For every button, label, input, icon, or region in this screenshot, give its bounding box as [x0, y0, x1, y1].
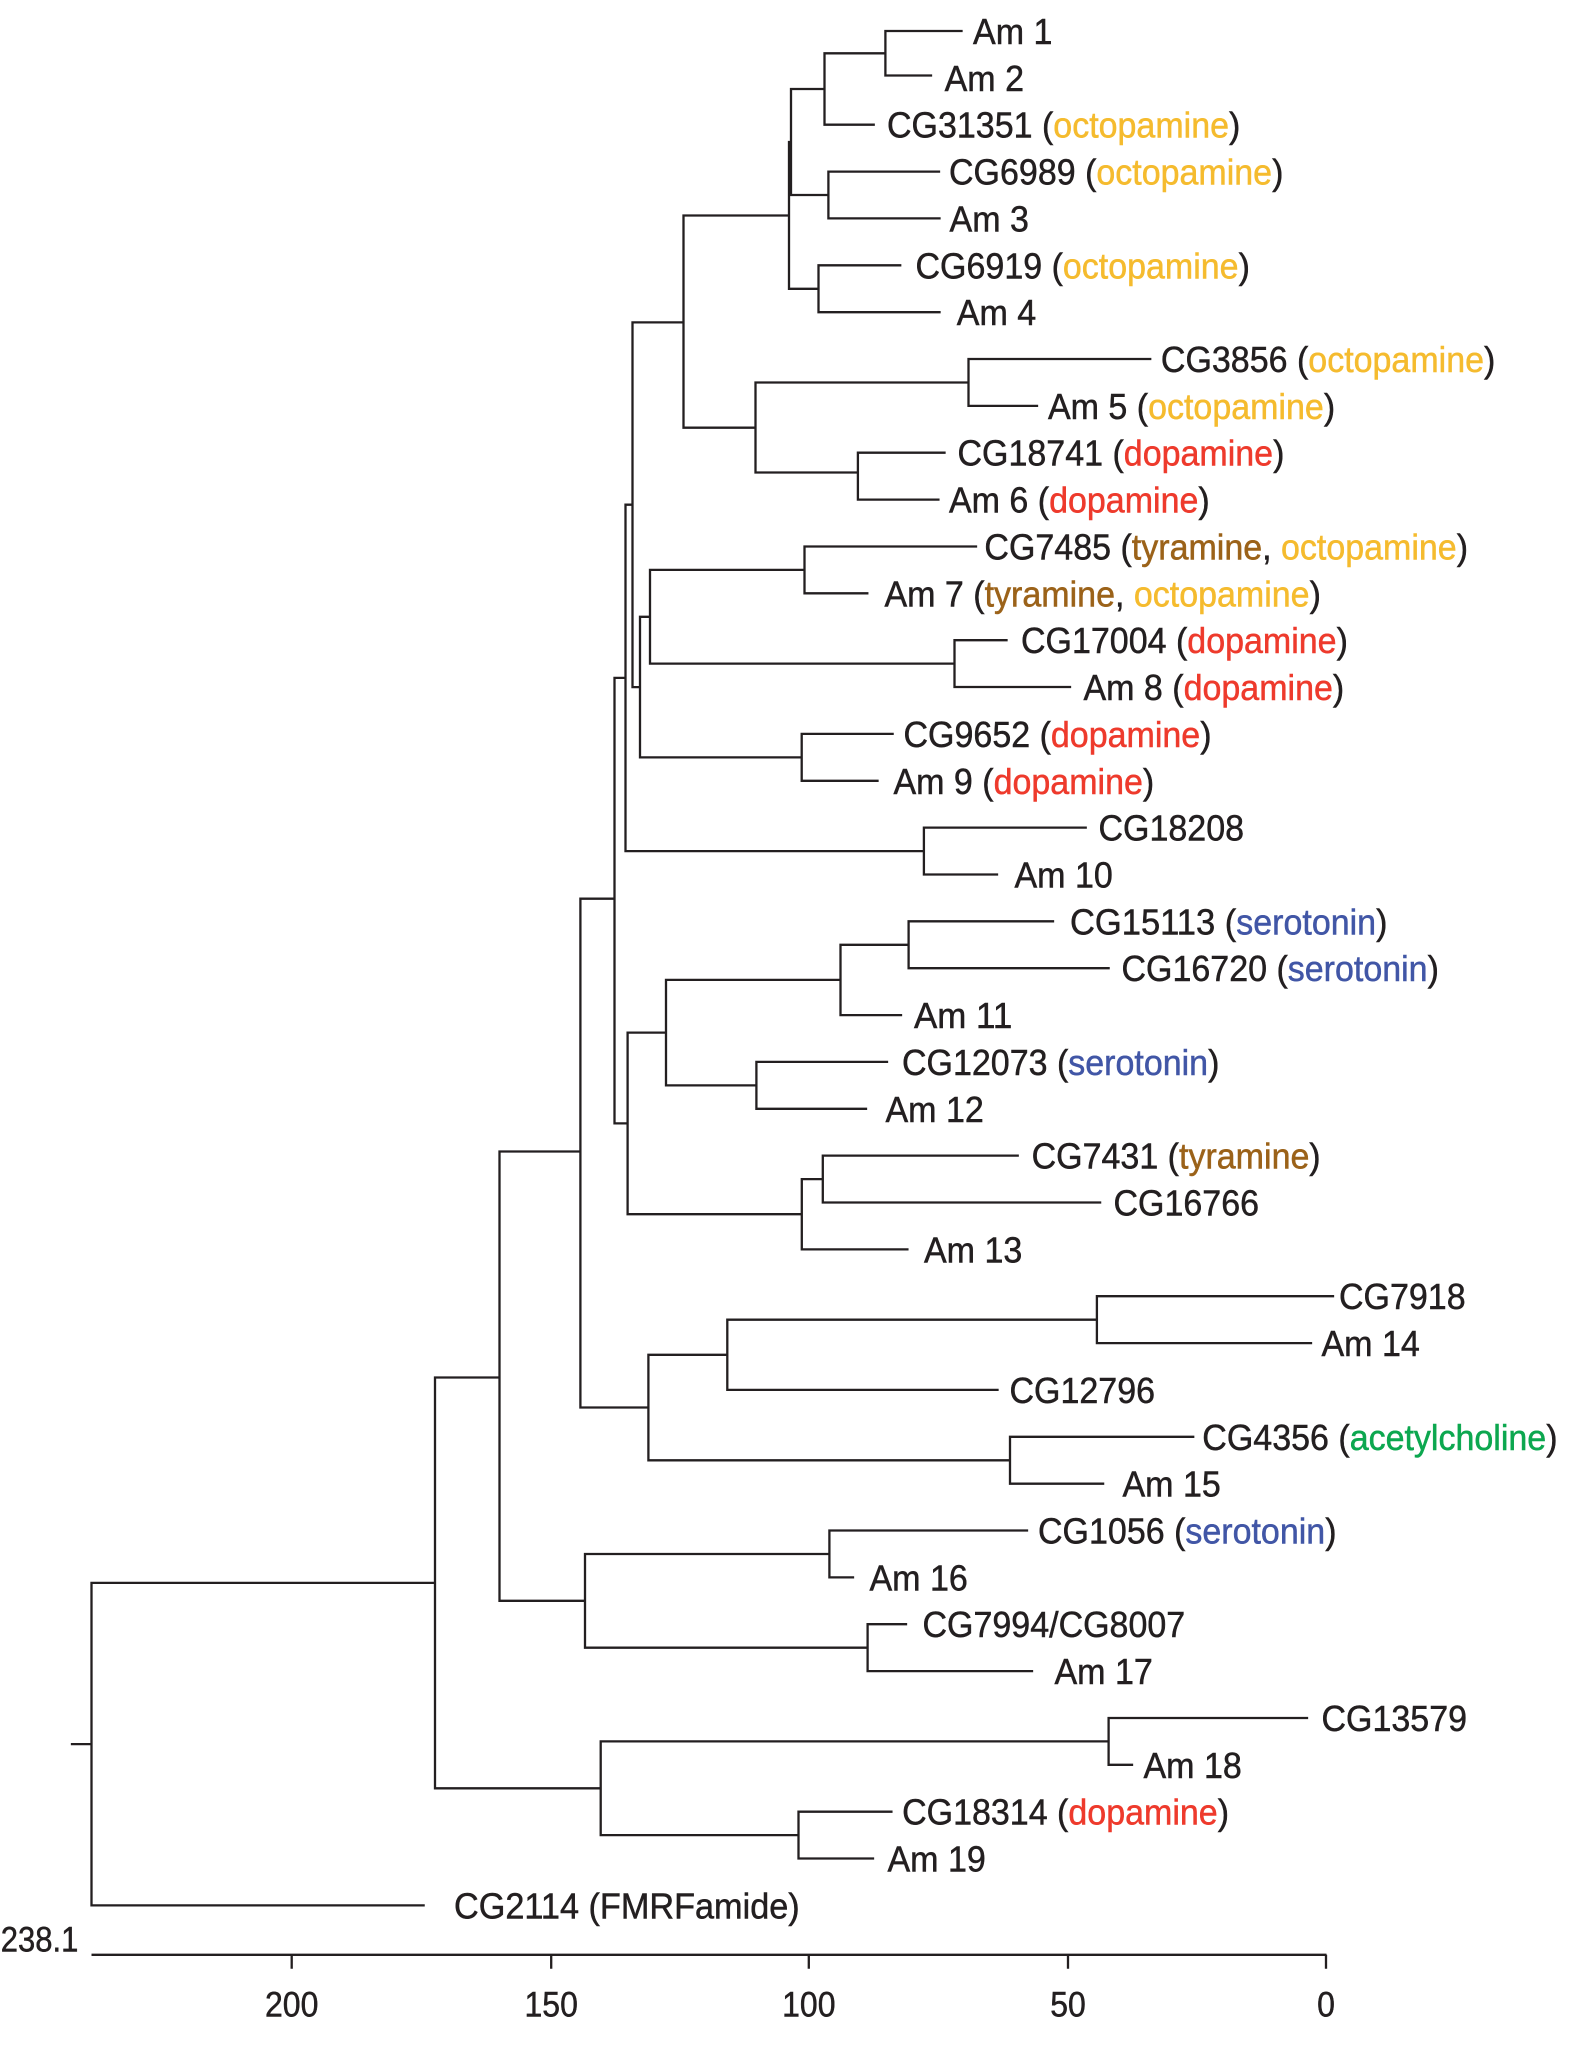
svg-text:100: 100	[782, 1985, 835, 2024]
svg-text:Am 7 (: Am 7 (	[885, 573, 985, 614]
svg-text:Am 2: Am 2	[945, 58, 1024, 99]
svg-text:acetylcholine: acetylcholine	[1350, 1417, 1547, 1458]
svg-text:octopamine: octopamine	[1053, 105, 1229, 146]
svg-text:200: 200	[265, 1985, 318, 2024]
svg-text:serotonin: serotonin	[1288, 948, 1428, 989]
svg-text:0: 0	[1317, 1985, 1335, 2024]
svg-text:serotonin: serotonin	[1185, 1511, 1325, 1552]
svg-text:): )	[1376, 901, 1387, 942]
svg-text:): )	[1325, 1511, 1336, 1552]
svg-text:Am 15: Am 15	[1123, 1464, 1221, 1505]
svg-text:): )	[1484, 339, 1495, 380]
svg-text:CG6919 (: CG6919 (	[916, 245, 1063, 286]
svg-text:tyramine: tyramine	[985, 573, 1115, 614]
svg-text:CG2114 (FMRFamide): CG2114 (FMRFamide)	[454, 1885, 800, 1926]
svg-text:): )	[1208, 1042, 1219, 1083]
svg-text:): )	[1218, 1792, 1229, 1833]
svg-text:): )	[1229, 105, 1240, 146]
svg-text:): )	[1239, 245, 1250, 286]
svg-text:150: 150	[525, 1985, 578, 2024]
svg-text:CG31351 (: CG31351 (	[887, 105, 1053, 146]
svg-text:CG18208: CG18208	[1099, 808, 1245, 849]
svg-text:CG18314 (: CG18314 (	[902, 1792, 1068, 1833]
svg-text:CG7485 (: CG7485 (	[984, 527, 1131, 568]
svg-text:CG9652 (: CG9652 (	[904, 714, 1051, 755]
svg-text:Am 8 (: Am 8 (	[1084, 667, 1184, 708]
svg-text:Am 19: Am 19	[888, 1839, 986, 1880]
svg-text:): )	[1198, 480, 1209, 521]
svg-text:Am 16: Am 16	[870, 1557, 968, 1598]
svg-text:dopamine: dopamine	[1184, 667, 1333, 708]
svg-text:Am 9 (: Am 9 (	[894, 761, 994, 802]
svg-text:octopamine: octopamine	[1148, 386, 1324, 427]
svg-text:CG4356 (: CG4356 (	[1202, 1417, 1349, 1458]
svg-text:octopamine: octopamine	[1134, 573, 1310, 614]
svg-text:CG3856 (: CG3856 (	[1161, 339, 1308, 380]
svg-text:tyramine: tyramine	[1179, 1136, 1309, 1177]
svg-text:CG16766: CG16766	[1114, 1183, 1260, 1224]
svg-text:Am 10: Am 10	[1015, 855, 1113, 896]
svg-text:CG17004 (: CG17004 (	[1021, 620, 1187, 661]
svg-text:CG12073 (: CG12073 (	[902, 1042, 1068, 1083]
svg-text:dopamine: dopamine	[1051, 714, 1200, 755]
svg-text:dopamine: dopamine	[1124, 433, 1273, 474]
svg-text:): )	[1200, 714, 1211, 755]
svg-text:): )	[1457, 527, 1468, 568]
svg-text:octopamine: octopamine	[1281, 527, 1457, 568]
svg-text:CG7918: CG7918	[1339, 1276, 1466, 1317]
svg-text:Am 17: Am 17	[1055, 1651, 1153, 1692]
svg-text:): )	[1272, 152, 1283, 193]
svg-text:octopamine: octopamine	[1096, 152, 1272, 193]
svg-text:238.1: 238.1	[1, 1920, 79, 1959]
svg-text:): )	[1428, 948, 1439, 989]
svg-text:Am 4: Am 4	[957, 292, 1036, 333]
svg-text:Am 5 (: Am 5 (	[1048, 386, 1148, 427]
svg-text:CG15113 (: CG15113 (	[1070, 901, 1236, 942]
svg-text:serotonin: serotonin	[1236, 901, 1376, 942]
svg-text:octopamine: octopamine	[1308, 339, 1484, 380]
svg-text:): )	[1324, 386, 1335, 427]
svg-text:CG1056 (: CG1056 (	[1038, 1511, 1185, 1552]
svg-text:CG16720 (: CG16720 (	[1122, 948, 1288, 989]
svg-text:Am 14: Am 14	[1322, 1323, 1420, 1364]
svg-text:dopamine: dopamine	[1187, 620, 1336, 661]
svg-text:Am 13: Am 13	[924, 1229, 1022, 1270]
svg-text:dopamine: dopamine	[994, 761, 1143, 802]
svg-text:octopamine: octopamine	[1063, 245, 1239, 286]
svg-text:CG7431 (: CG7431 (	[1032, 1136, 1179, 1177]
svg-text:50: 50	[1050, 1985, 1086, 2024]
svg-text:CG13579: CG13579	[1322, 1698, 1468, 1739]
svg-text:CG6989 (: CG6989 (	[949, 152, 1096, 193]
svg-text:Am 18: Am 18	[1144, 1745, 1242, 1786]
svg-text:dopamine: dopamine	[1068, 1792, 1217, 1833]
svg-text:): )	[1546, 1417, 1557, 1458]
svg-text:CG12796: CG12796	[1010, 1370, 1156, 1411]
svg-text:Am 12: Am 12	[886, 1089, 984, 1130]
svg-text:CG7994/CG8007: CG7994/CG8007	[923, 1604, 1186, 1645]
svg-text:tyramine: tyramine	[1132, 527, 1262, 568]
svg-text:CG18741 (: CG18741 (	[958, 433, 1124, 474]
svg-text:,: ,	[1262, 527, 1272, 568]
svg-text:): )	[1337, 620, 1348, 661]
svg-text:serotonin: serotonin	[1068, 1042, 1208, 1083]
svg-text:,: ,	[1115, 573, 1125, 614]
svg-text:Am 1: Am 1	[973, 11, 1052, 52]
svg-text:Am 3: Am 3	[950, 198, 1029, 239]
svg-text:dopamine: dopamine	[1049, 480, 1198, 521]
svg-text:Am 6 (: Am 6 (	[949, 480, 1049, 521]
svg-text:): )	[1310, 573, 1321, 614]
svg-text:): )	[1143, 761, 1154, 802]
svg-text:): )	[1333, 667, 1344, 708]
svg-text:): )	[1273, 433, 1284, 474]
svg-text:Am 11: Am 11	[914, 995, 1012, 1036]
svg-text:): )	[1309, 1136, 1320, 1177]
